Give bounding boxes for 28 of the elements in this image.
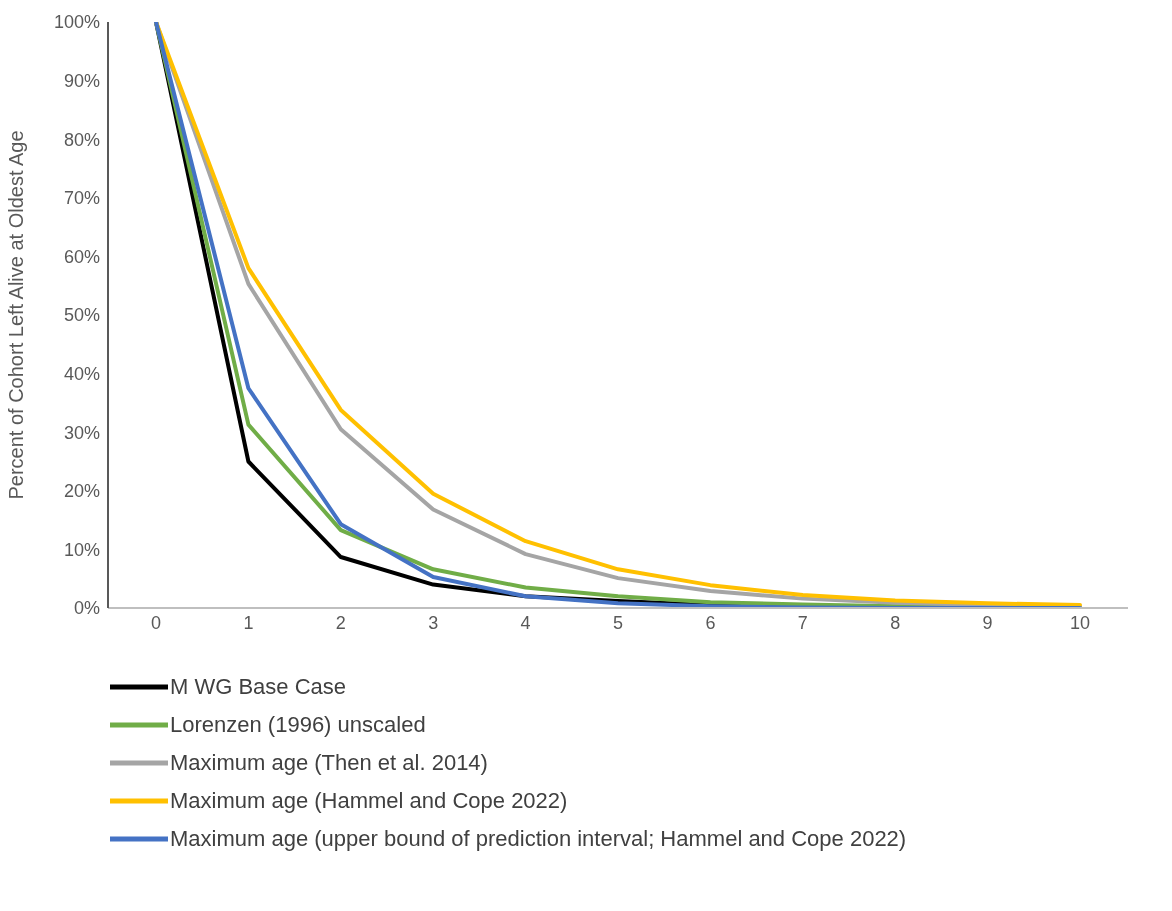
legend-label: Maximum age (Then et al. 2014) bbox=[170, 750, 488, 776]
x-tick-label: 5 bbox=[612, 612, 624, 633]
y-tick-label: 20% bbox=[63, 481, 100, 502]
x-tick-label: 3 bbox=[428, 612, 439, 633]
y-tick-label: 50% bbox=[63, 305, 100, 326]
x-tick-label: 9 bbox=[982, 612, 993, 633]
y-tick-label: 60% bbox=[63, 246, 100, 267]
y-tick-label: 40% bbox=[63, 363, 100, 384]
legend-label: Lorenzen (1996) unscaled bbox=[170, 712, 426, 738]
y-tick-label: 100% bbox=[53, 12, 100, 33]
x-tick-label: 8 bbox=[890, 612, 901, 633]
y-tick-label: 0% bbox=[73, 598, 100, 619]
x-tick-label: 10 bbox=[1069, 612, 1091, 633]
x-tick-label: 2 bbox=[335, 612, 346, 633]
legend-label: Maximum age (Hammel and Cope 2022) bbox=[170, 788, 568, 814]
x-tick-label: 7 bbox=[797, 612, 808, 633]
y-tick-label: 90% bbox=[63, 70, 100, 91]
x-tick-label: 0 bbox=[150, 612, 162, 633]
x-tick-label: 6 bbox=[705, 612, 716, 633]
legend-label: M WG Base Case bbox=[170, 674, 347, 700]
y-axis-title: Percent of Cohort Left Alive at Oldest Age bbox=[5, 130, 28, 500]
y-tick-label: 10% bbox=[63, 539, 100, 560]
x-tick-label: 4 bbox=[520, 612, 531, 633]
y-tick-label: 80% bbox=[63, 129, 100, 150]
y-tick-label: 70% bbox=[63, 188, 100, 209]
legend-label: Maximum age (upper bound of prediction interval; Hammel and Cope 2022) bbox=[170, 826, 907, 852]
x-tick-label: 1 bbox=[243, 612, 254, 633]
y-tick-label: 30% bbox=[63, 422, 100, 443]
